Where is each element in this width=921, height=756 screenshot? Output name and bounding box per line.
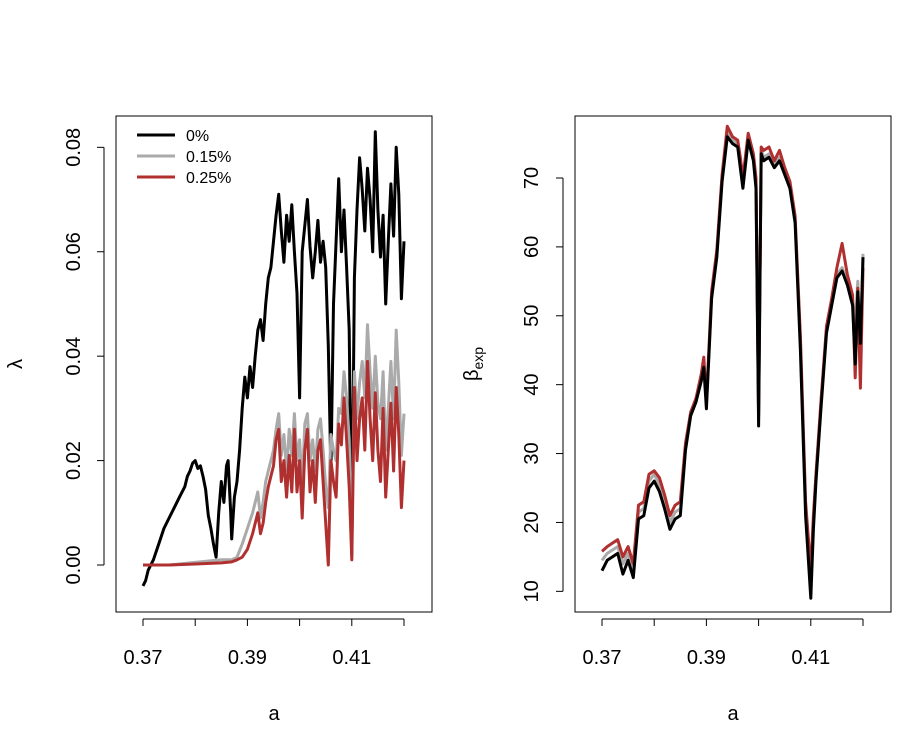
legend-label: 0.15%	[186, 149, 231, 166]
x-tick-label: 0.37	[124, 647, 163, 669]
x-tick-label: 0.39	[687, 647, 726, 669]
y-axis-title: βexp	[461, 347, 486, 381]
y-tick-label: 0.04	[63, 337, 85, 376]
series-line-0-	[141, 130, 406, 587]
series-line-0-25-	[600, 124, 865, 573]
y-tick-label: 20	[521, 511, 543, 533]
y-tick-label: 50	[521, 305, 543, 327]
x-axis-title: a	[268, 703, 280, 725]
y-axis: 0.00 0.02 0.04 0.06 0.08	[63, 128, 105, 585]
series-group	[141, 130, 406, 587]
beta-exp-chart-panel: 0.37 0.39 0.41 a 10 20 30 40 50 60 70 βexp	[461, 115, 892, 725]
y-axis: 10 20 30 40 50 60 70	[521, 167, 564, 602]
y-tick-label: 10	[521, 580, 543, 602]
x-tick-label: 0.37	[583, 647, 622, 669]
plot-frame	[115, 115, 433, 613]
lambda-chart-panel: 0.37 0.39 0.41 a 0.00 0.02 0.04 0.06 0.08 λ 0% 0.15…	[5, 115, 433, 725]
y-tick-label: 40	[521, 374, 543, 396]
x-axis-title: a	[727, 703, 739, 725]
y-tick-label: 30	[521, 442, 543, 464]
series-line-0-15-	[143, 323, 406, 567]
series-line-0-	[600, 135, 865, 600]
legend-label: 0%	[186, 128, 209, 145]
y-tick-label: 0.06	[63, 232, 85, 271]
y-tick-label: 60	[521, 236, 543, 258]
x-tick-label: 0.41	[791, 647, 830, 669]
legend-label: 0.25%	[186, 170, 231, 187]
y-tick-label: 0.00	[63, 546, 85, 585]
x-tick-label: 0.39	[228, 647, 267, 669]
legend: 0% 0.15% 0.25%	[137, 128, 231, 187]
x-axis: 0.37 0.39 0.41	[583, 618, 864, 669]
x-tick-label: 0.41	[332, 647, 371, 669]
y-axis-title: λ	[5, 359, 27, 369]
y-axis-title-subscript: exp	[470, 347, 486, 370]
y-tick-label: 0.02	[63, 441, 85, 480]
y-tick-label: 70	[521, 167, 543, 189]
series-line-0-25-	[143, 359, 406, 567]
x-axis: 0.37 0.39 0.41	[124, 618, 405, 669]
y-tick-label: 0.08	[63, 128, 85, 167]
plot-frame	[574, 115, 892, 613]
series-group	[600, 124, 865, 600]
